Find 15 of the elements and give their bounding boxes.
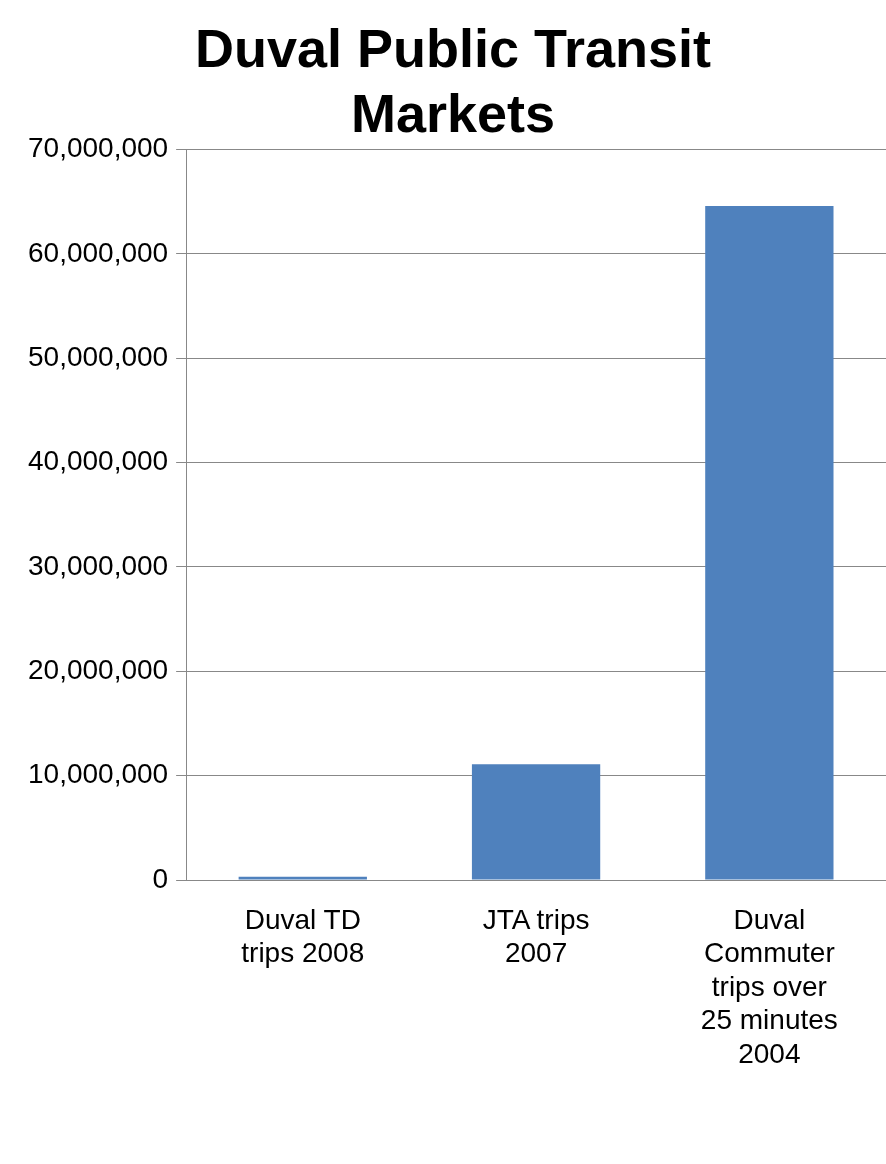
chart-title: Duval Public Transit Markets	[194, 18, 712, 144]
bar	[238, 876, 367, 880]
y-tick-label: 10,000,000	[28, 758, 169, 790]
x-tick-label: Duval Commuter trips over 25 minutes 2004	[700, 903, 838, 1069]
y-tick-label: 20,000,000	[28, 654, 169, 686]
y-tick-label: 70,000,000	[28, 132, 169, 164]
y-tick-label: 50,000,000	[28, 341, 169, 372]
y-tick-label: 0	[152, 862, 169, 894]
bar	[705, 205, 834, 880]
x-tick-label: JTA trips 2007	[482, 903, 590, 969]
y-tick-label: 60,000,000	[28, 236, 169, 268]
bar	[471, 764, 601, 880]
x-tick-label: Duval TD trips 2008	[241, 903, 365, 969]
y-tick-label: 40,000,000	[28, 445, 169, 477]
y-tick-label: 30,000,000	[28, 549, 169, 581]
